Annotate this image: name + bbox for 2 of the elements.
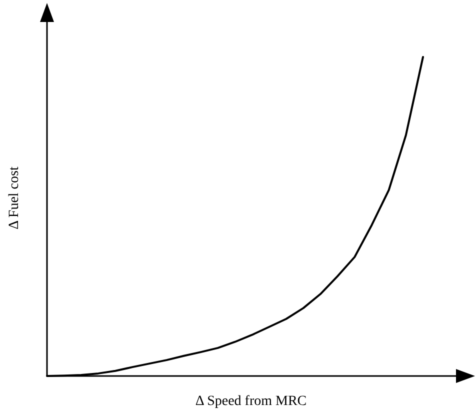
x-axis-title: Δ Speed from MRC [195,394,307,409]
y-axis-title: Δ Fuel cost [7,166,22,230]
